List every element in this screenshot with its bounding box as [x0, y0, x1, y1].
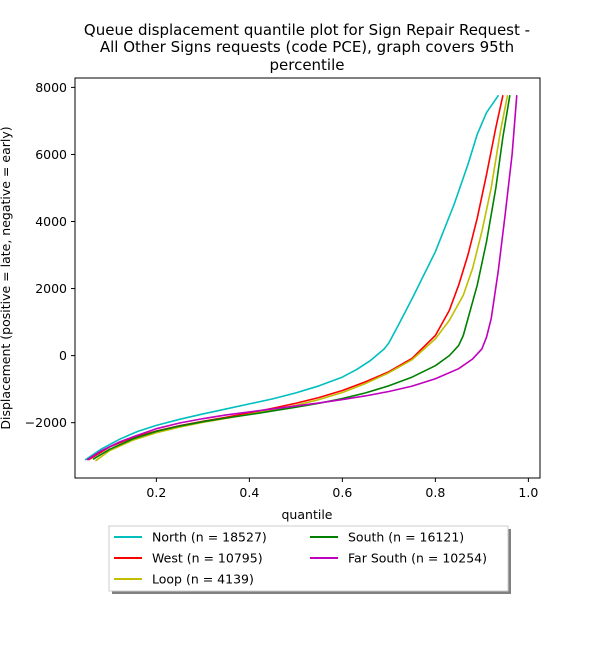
legend-label: West (n = 10795) [152, 551, 263, 566]
series-line-4 [86, 94, 518, 461]
y-axis: −2000 0 2000 4000 6000 8000 [25, 80, 75, 430]
x-axis-label: quantile [282, 507, 333, 522]
series-line-2 [95, 94, 509, 462]
series-line-3 [92, 94, 511, 460]
legend-label: Loop (n = 4139) [152, 572, 254, 587]
legend-label: Far South (n = 10254) [348, 551, 487, 566]
series-line-0 [84, 94, 499, 461]
chart-title-line-2: All Other Signs requests (code PCE), gra… [100, 38, 514, 56]
x-tick-label: 0.4 [239, 485, 259, 500]
legend-label: North (n = 18527) [152, 530, 267, 545]
x-axis: 0.2 0.4 0.6 0.8 1.0 [146, 478, 538, 500]
x-tick-label: 0.2 [146, 485, 166, 500]
y-tick-label: −2000 [25, 415, 67, 430]
legend-entry-0: North (n = 18527) [114, 530, 267, 545]
y-tick-label: 2000 [35, 281, 67, 296]
legend-entry-4: Far South (n = 10254) [310, 551, 487, 566]
legend-entry-1: West (n = 10795) [114, 551, 263, 566]
legend-entry-3: South (n = 16121) [310, 530, 464, 545]
y-axis-label: Displacement (positive = late, negative … [0, 126, 13, 429]
legend-label: South (n = 16121) [348, 530, 464, 545]
legend-entry-2: Loop (n = 4139) [114, 572, 254, 587]
plot-lines [84, 94, 518, 462]
chart-title-line-3: percentile [269, 56, 344, 74]
chart-title-line-1: Queue displacement quantile plot for Sig… [84, 21, 530, 39]
x-tick-label: 0.8 [425, 485, 445, 500]
plot-area-frame [74, 77, 541, 479]
legend: North (n = 18527) West (n = 10795) Loop (n… [108, 525, 511, 594]
legend-box [108, 525, 509, 592]
x-tick-label: 1.0 [518, 485, 538, 500]
y-tick-label: 6000 [35, 147, 67, 162]
y-tick-label: 0 [59, 348, 67, 363]
y-tick-label: 8000 [35, 80, 67, 95]
y-tick-label: 4000 [35, 214, 67, 229]
x-tick-label: 0.6 [332, 485, 352, 500]
